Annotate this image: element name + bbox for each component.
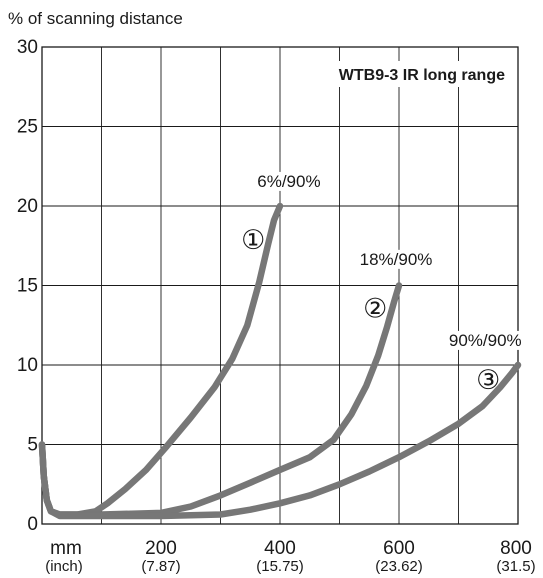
x-tick-label: 200 — [145, 538, 177, 559]
x-tick-unit-label: (23.62) — [375, 558, 423, 575]
x-ticks: 200(7.87) 400(15.75) 600(23.62) 800(31.5) — [141, 538, 535, 575]
annotation-background — [357, 249, 435, 269]
series-lines — [38, 202, 522, 520]
y-tick-label: 10 — [17, 355, 38, 376]
series-markers: ① ② ③ — [241, 225, 500, 396]
annotations: 6%/90% 18%/90% 90%/90% — [255, 171, 524, 350]
series-marker: ② — [363, 293, 387, 324]
series-marker: ③ — [476, 365, 500, 396]
y-tick-label: 15 — [17, 276, 38, 297]
y-tick-label: 25 — [17, 117, 38, 138]
x-tick-label: 800 — [500, 538, 532, 559]
x-tick-label: 600 — [383, 538, 415, 559]
x-axis-unit-label: (inch) — [45, 558, 83, 575]
x-tick-unit-label: (15.75) — [256, 558, 304, 575]
x-tick-unit-label: (31.5) — [496, 558, 535, 575]
chart-title: WTB9-3 IR long range — [339, 67, 505, 84]
series-line — [38, 361, 522, 520]
title-background — [297, 61, 511, 87]
series-label: 6%/90% — [257, 172, 320, 191]
series-marker: ① — [241, 225, 265, 256]
y-axis-label: % of scanning distance — [8, 9, 183, 28]
x-tick-label: 400 — [264, 538, 296, 559]
series-label: 90%/90% — [449, 331, 522, 350]
grid — [42, 47, 518, 524]
y-tick-label: 30 — [17, 37, 38, 58]
y-tick-label: 5 — [27, 435, 38, 456]
y-tick-label: 0 — [27, 514, 38, 535]
annotation-background — [255, 171, 323, 191]
y-tick-label: 20 — [17, 196, 38, 217]
y-ticks: 0 5 10 15 20 25 30 — [17, 37, 38, 535]
series-label: 18%/90% — [360, 250, 433, 269]
x-axis-label: mm — [50, 538, 82, 559]
x-tick-unit-label: (7.87) — [141, 558, 180, 575]
annotation-background — [446, 330, 524, 350]
plot-frame — [41, 46, 519, 525]
